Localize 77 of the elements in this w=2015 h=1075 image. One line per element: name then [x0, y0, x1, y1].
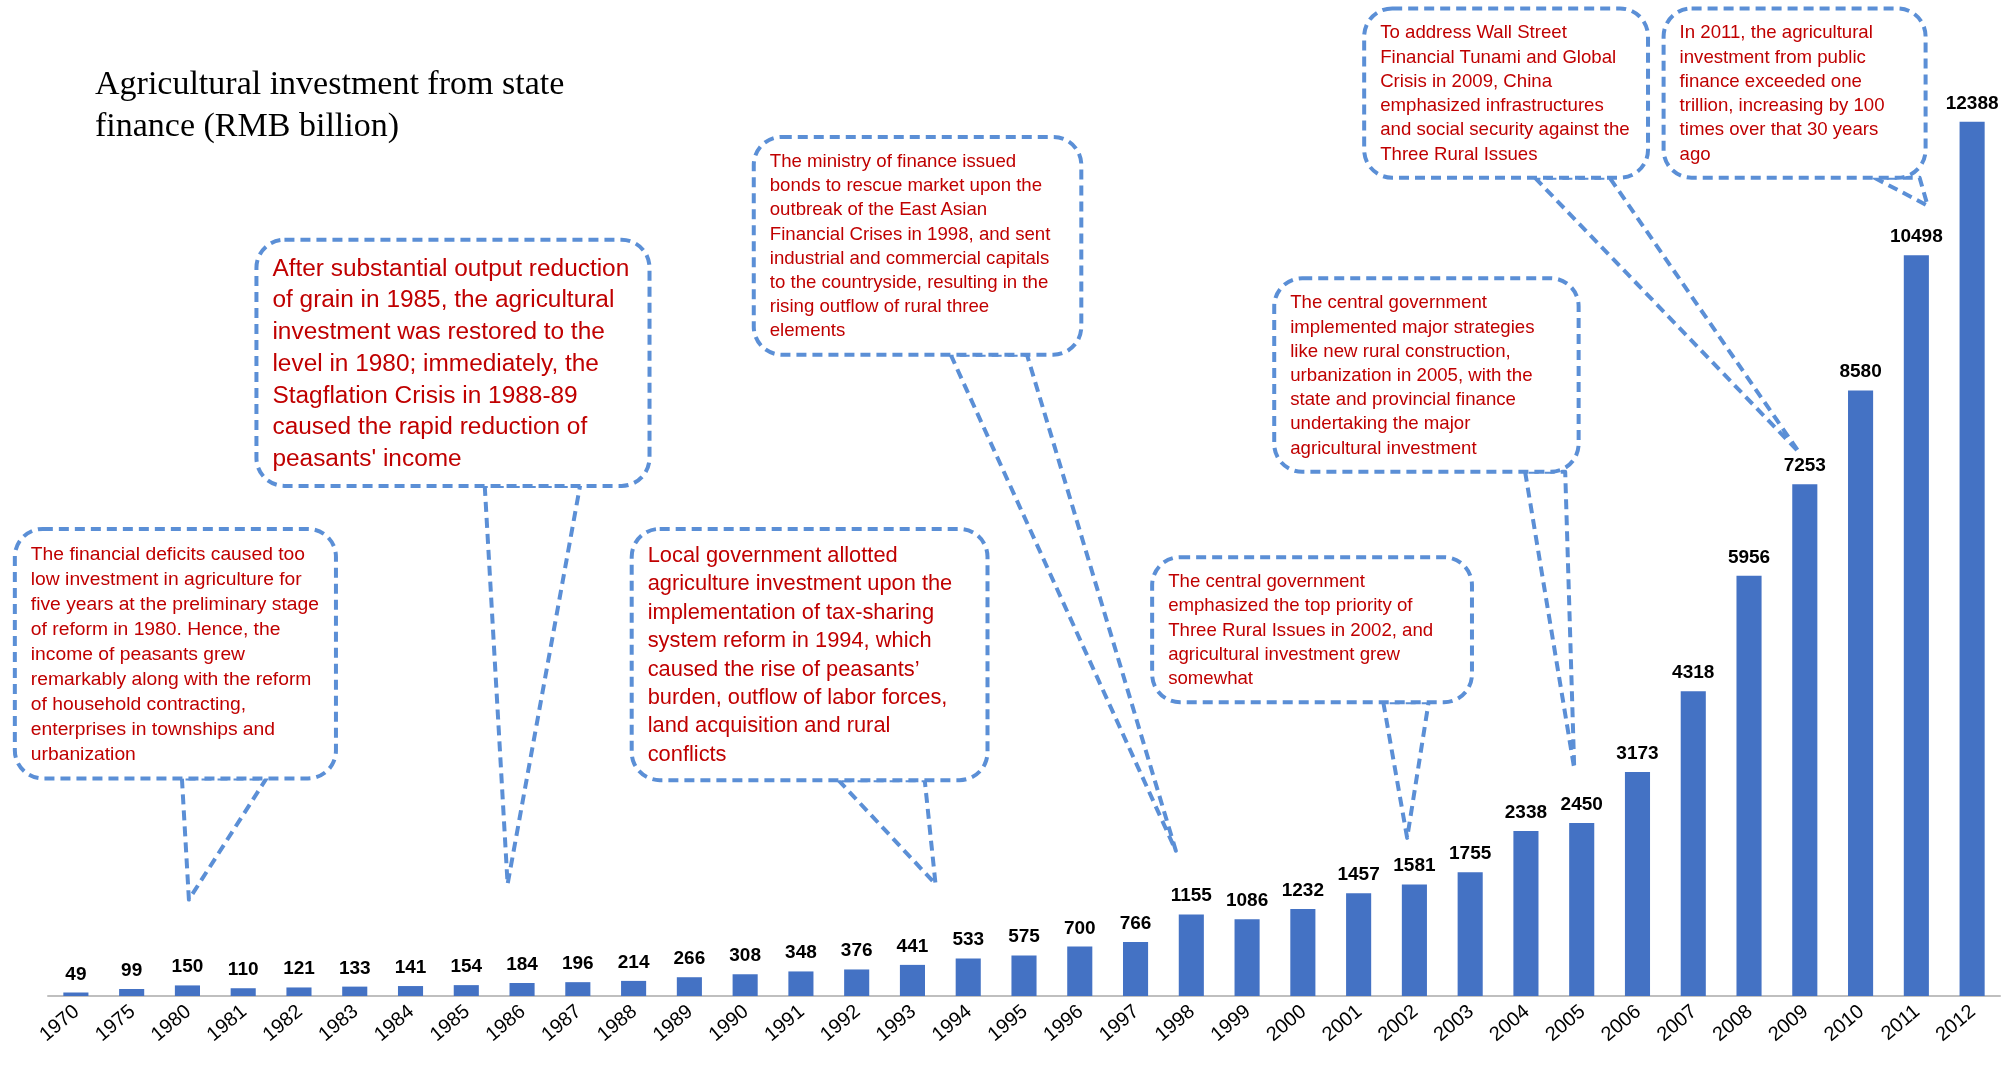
data-label: 308	[729, 944, 761, 966]
bar	[174, 985, 200, 996]
bar	[955, 958, 981, 996]
annotation: After substantial output reduction of grain in 1985, the agricultural investment was restored to the level in 1980; immediately, the Stagflation Crisis in 1988-89 caused the rapid reduction of peasants' income	[254, 237, 652, 488]
bar	[899, 964, 926, 996]
data-label: 700	[1063, 916, 1096, 938]
data-label: 150	[171, 955, 204, 977]
bar	[732, 974, 758, 996]
data-label: 7253	[1783, 454, 1826, 476]
data-label: 133	[338, 956, 371, 978]
bar	[119, 989, 145, 996]
data-label: 110	[227, 958, 259, 980]
data-label: 8580	[1839, 360, 1882, 382]
data-label: 99	[121, 959, 143, 981]
data-label: 49	[65, 962, 87, 984]
annotation: The central government implemented major strategies like new rural construction, urbanization in 2005, with the state and provincial finance undertaking the major agricultural investment	[1272, 276, 1581, 474]
data-label: 121	[283, 957, 316, 979]
data-label: 348	[785, 941, 817, 963]
data-label: 141	[394, 956, 427, 978]
data-label: 196	[561, 952, 594, 974]
bar	[1848, 390, 1874, 996]
bar	[397, 986, 424, 996]
data-label: 10498	[1889, 225, 1943, 247]
bar	[1178, 914, 1204, 996]
annotation: The ministry of finance issued bonds to rescue market upon the outbreak of the East Asian Financial Crises in 1998, and sent industrial and commercial capitals to the countryside, resulting in the rising outflow of rural three elements	[751, 134, 1084, 357]
data-label: 184	[506, 953, 539, 975]
bar	[1346, 893, 1372, 996]
bar	[1569, 823, 1595, 996]
annotation: Local government allotted agriculture investment upon the implementation of tax-sharing system reform in 1994, which caused the rise of peasants’ burden, outflow of labor forces, land acquisition and rural conflicts	[629, 526, 990, 783]
data-label: 266	[673, 947, 706, 969]
annotation: To address Wall Street Financial Tunami and Global Crisis in 2009, China emphasized infrastructures and social security against the Three Rural Issues	[1362, 6, 1651, 180]
bar	[844, 969, 870, 996]
annotation: The central government emphasized the top priority of Three Rural Issues in 2002, and agricultural investment grew somewhat	[1150, 555, 1474, 705]
data-label: 4318	[1672, 661, 1715, 683]
bar	[1457, 872, 1483, 996]
bar	[453, 985, 479, 996]
data-label: 533	[952, 928, 985, 950]
data-label: 2450	[1560, 793, 1603, 815]
bar	[621, 980, 647, 996]
data-label: 575	[1008, 925, 1041, 947]
data-label: 154	[450, 955, 483, 977]
bar	[1792, 484, 1818, 996]
bar	[342, 986, 368, 996]
bar	[565, 982, 591, 996]
data-label: 214	[617, 950, 650, 972]
data-label: 441	[896, 934, 929, 956]
bar	[1401, 884, 1427, 996]
bar	[1234, 919, 1260, 996]
bar	[1736, 575, 1762, 996]
data-label: 1086	[1225, 889, 1269, 911]
bar	[509, 983, 535, 996]
bar	[1903, 255, 1929, 996]
bar	[676, 977, 702, 996]
data-label: 1581	[1393, 854, 1436, 876]
bar	[1011, 955, 1037, 996]
bar	[1290, 909, 1316, 996]
bar	[286, 987, 312, 996]
bar	[1122, 941, 1149, 996]
data-label: 766	[1119, 911, 1152, 933]
data-label: 376	[840, 939, 873, 961]
data-label: 1457	[1337, 863, 1380, 885]
data-label: 2338	[1504, 801, 1548, 822]
chart-title: Agricultural investment from state finance (RMB billion)	[95, 63, 566, 145]
data-label: 3173	[1616, 742, 1659, 764]
bar	[788, 971, 814, 996]
data-label: 5956	[1727, 545, 1771, 567]
bar	[1624, 772, 1651, 996]
bar	[1959, 121, 1985, 996]
bar	[1513, 831, 1539, 996]
text: The financial deficits caused too low investment in agriculture for five years at the preliminary stage of reform in 1980. Hence, the income of peasants grew remarkably along with the reform of household contracting, enterprises in townships and urbanization	[30, 542, 319, 765]
bar	[1067, 946, 1093, 996]
data-label: 1232	[1281, 879, 1324, 901]
bar	[230, 988, 256, 996]
data-label: 1755	[1449, 842, 1492, 864]
bar	[1680, 691, 1706, 996]
data-label: 12388	[1945, 91, 1999, 113]
data-label: 1155	[1170, 884, 1213, 906]
